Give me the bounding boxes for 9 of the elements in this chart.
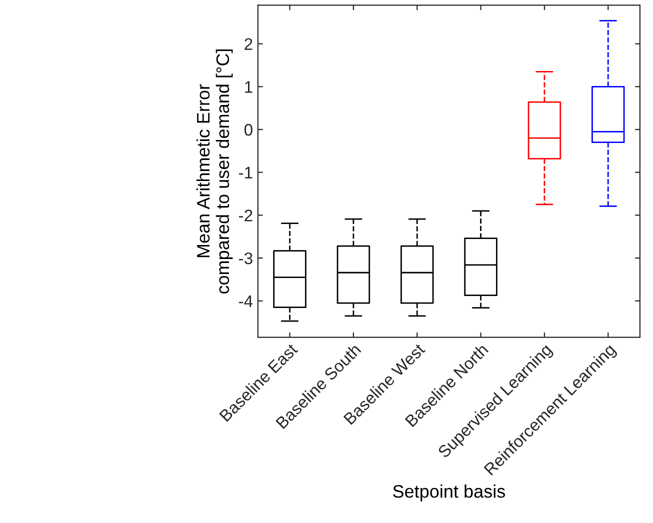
x-axis-title: Setpoint basis bbox=[393, 484, 505, 502]
y-tick-label: -1 bbox=[238, 166, 252, 178]
y-tick-label: -2 bbox=[238, 210, 252, 222]
y-tick-label: 2 bbox=[244, 38, 252, 50]
y-tick-label: -4 bbox=[238, 295, 253, 307]
y-tick-label: -3 bbox=[238, 252, 252, 264]
y-axis-title: Mean Arithmetic Error compared to user demand [°C] bbox=[196, 50, 233, 294]
y-tick-label: 1 bbox=[245, 81, 252, 93]
y-tick-label: 0 bbox=[244, 124, 252, 136]
